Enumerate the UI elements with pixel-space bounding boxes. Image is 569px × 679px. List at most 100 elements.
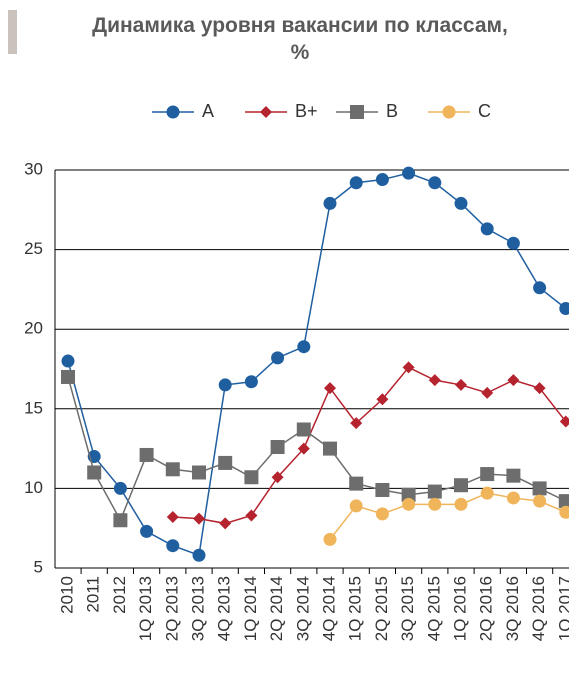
marker <box>375 173 389 187</box>
marker <box>323 441 337 456</box>
marker <box>297 442 310 455</box>
x-tick-label: 2Q 2015 <box>372 576 391 641</box>
legend-item: C <box>428 101 491 121</box>
marker <box>166 539 180 553</box>
marker <box>559 302 569 316</box>
x-tick-label: 3Q 2013 <box>188 576 207 641</box>
x-tick-label: 4Q 2015 <box>424 576 443 641</box>
marker <box>454 478 468 493</box>
x-tick-label: 2011 <box>84 576 103 613</box>
marker <box>349 476 364 491</box>
marker <box>165 462 180 477</box>
x-tick-label: 2Q 2013 <box>162 576 181 641</box>
marker <box>61 369 75 384</box>
marker <box>270 440 285 455</box>
y-tick-label: 20 <box>24 319 43 338</box>
x-tick-label: 4Q 2016 <box>529 576 548 641</box>
marker <box>260 106 272 118</box>
series-line <box>172 366 567 525</box>
marker <box>480 467 495 482</box>
y-tick-label: 15 <box>24 398 43 417</box>
marker <box>349 499 363 513</box>
x-tick-label: 1Q 2013 <box>136 576 155 641</box>
legend-label: A <box>202 101 214 121</box>
x-tick-label: 2010 <box>57 576 76 614</box>
marker <box>350 417 363 430</box>
marker <box>244 375 258 389</box>
marker <box>401 487 416 502</box>
marker <box>324 382 336 395</box>
marker <box>402 497 416 511</box>
marker <box>558 494 569 509</box>
marker <box>402 166 416 180</box>
marker <box>349 176 363 190</box>
legend-item: B+ <box>245 101 318 121</box>
marker <box>350 105 364 119</box>
marker <box>375 482 390 497</box>
marker <box>480 486 494 500</box>
marker <box>506 491 520 505</box>
marker <box>271 471 284 484</box>
y-tick-label: 25 <box>24 239 43 258</box>
marker <box>245 509 258 522</box>
marker <box>559 415 569 428</box>
marker <box>219 517 232 530</box>
marker <box>139 447 154 462</box>
marker <box>454 497 468 511</box>
marker <box>428 374 441 387</box>
marker <box>533 382 546 395</box>
x-tick-label: 4Q 2014 <box>319 576 338 641</box>
x-tick-label: 1Q 2016 <box>450 576 469 641</box>
marker <box>402 361 415 374</box>
marker <box>442 105 456 119</box>
legend-label: C <box>478 101 491 121</box>
legend-label: B+ <box>295 101 318 121</box>
marker <box>533 281 547 295</box>
series-line <box>329 492 567 540</box>
x-tick-label: 3Q 2015 <box>398 576 417 641</box>
x-tick-label: 1Q 2015 <box>346 576 365 641</box>
x-tick-label: 1Q 2017 <box>555 576 569 641</box>
marker <box>87 465 102 480</box>
legend-item: B <box>336 101 398 121</box>
marker <box>376 393 389 406</box>
marker <box>323 532 337 546</box>
y-tick-label: 5 <box>34 557 43 576</box>
x-tick-label: 2Q 2016 <box>477 576 496 641</box>
marker <box>244 470 259 485</box>
marker <box>218 378 232 392</box>
marker <box>455 378 467 391</box>
x-tick-label: 2Q 2014 <box>267 576 286 641</box>
marker <box>428 497 442 511</box>
marker <box>533 494 547 508</box>
chart-title: Динамика уровня вакансии по классам, % <box>92 14 508 64</box>
marker <box>271 351 285 365</box>
marker <box>454 196 468 210</box>
marker <box>113 481 127 495</box>
marker <box>428 176 442 190</box>
marker <box>559 505 569 519</box>
marker <box>506 468 521 483</box>
x-tick-label: 3Q 2014 <box>293 576 312 641</box>
marker <box>480 222 494 236</box>
x-tick-label: 3Q 2016 <box>503 576 522 641</box>
marker <box>506 236 520 250</box>
marker <box>193 512 205 525</box>
marker <box>296 422 311 437</box>
marker <box>140 524 154 538</box>
marker <box>218 455 233 470</box>
decoration <box>8 10 17 54</box>
marker <box>507 374 520 387</box>
marker <box>323 196 337 210</box>
marker <box>192 548 206 562</box>
legend-label: B <box>386 101 398 121</box>
marker <box>481 386 494 399</box>
marker <box>113 513 128 528</box>
y-tick-label: 30 <box>24 159 43 178</box>
marker <box>166 511 179 524</box>
marker <box>166 105 180 119</box>
marker <box>375 507 389 521</box>
marker <box>192 465 206 480</box>
